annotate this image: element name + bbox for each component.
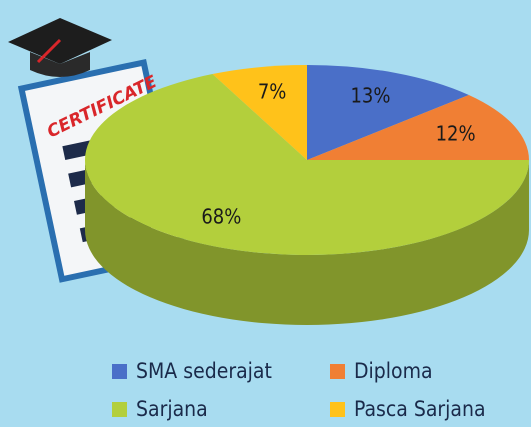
- data-label: 7%: [258, 80, 287, 104]
- legend-label: Sarjana: [136, 397, 208, 421]
- legend: SMA sederajat Diploma Sarjana Pasca Sarj…: [112, 359, 486, 421]
- data-label: 12%: [436, 121, 476, 145]
- legend-swatch: [112, 364, 127, 379]
- chart: CERTIFICATE 13%12%68%7% SMA sederajat Di…: [0, 0, 531, 427]
- legend-swatch: [330, 402, 345, 417]
- legend-label: Pasca Sarjana: [354, 397, 486, 421]
- pie: 13% 12% 68% 7%: [85, 65, 529, 325]
- legend-swatch: [330, 364, 345, 379]
- legend-label: Diploma: [354, 359, 433, 383]
- data-label: 13%: [350, 84, 390, 108]
- legend-label: SMA sederajat: [136, 359, 272, 383]
- data-label: 68%: [201, 204, 241, 228]
- legend-swatch: [112, 402, 127, 417]
